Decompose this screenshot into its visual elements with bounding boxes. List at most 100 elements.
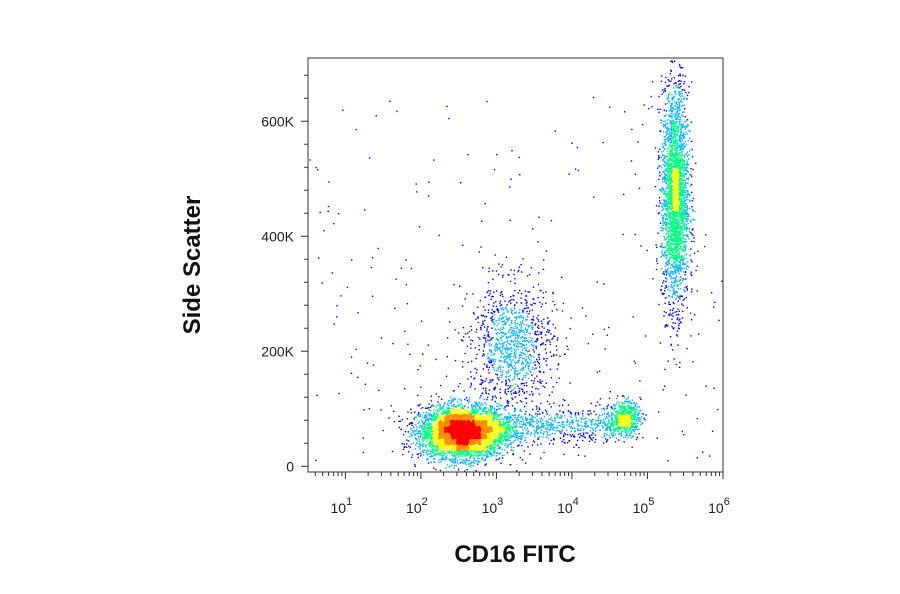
event-dot: [323, 230, 325, 232]
event-dot: [419, 444, 421, 447]
event-dot: [482, 322, 484, 325]
event-dot: [506, 401, 508, 403]
event-dot: [492, 448, 494, 450]
event-dot: [543, 431, 545, 433]
event-dot: [670, 134, 673, 137]
event-dot: [634, 415, 637, 418]
event-dot: [682, 123, 684, 125]
event-dot: [667, 152, 669, 155]
event-dot: [505, 436, 508, 438]
event-dot: [691, 229, 694, 231]
event-dot: [521, 361, 524, 364]
event-dot: [658, 165, 660, 167]
event-dot: [685, 196, 687, 198]
event-dot: [528, 363, 530, 365]
event-dot: [488, 450, 490, 453]
event-dot: [549, 426, 552, 429]
event-dot: [480, 328, 482, 331]
event-dot: [680, 67, 682, 69]
event-dot: [540, 417, 543, 419]
event-dot: [664, 192, 667, 195]
event-dot: [536, 428, 539, 430]
event-dot: [508, 435, 510, 438]
event-dot: [670, 281, 673, 283]
event-dot: [693, 219, 696, 221]
event-dot: [528, 367, 530, 369]
event-dot: [471, 405, 473, 407]
event-dot: [675, 269, 677, 272]
event-dot: [520, 383, 523, 385]
event-dot: [363, 409, 365, 411]
event-dot: [558, 405, 561, 407]
event-dot: [578, 424, 581, 426]
event-dot: [506, 399, 509, 402]
event-dot: [551, 433, 553, 435]
event-dot: [680, 239, 683, 241]
event-dot: [472, 464, 475, 467]
event-dot: [571, 434, 574, 436]
event-dot: [524, 376, 527, 378]
event-dot: [673, 96, 675, 98]
event-dot: [638, 433, 640, 435]
event-dot: [513, 440, 515, 442]
event-dot: [526, 361, 529, 363]
event-dot: [678, 153, 680, 155]
event-dot: [421, 444, 423, 446]
event-dot: [559, 410, 561, 412]
event-dot: [684, 271, 687, 273]
event-dot: [416, 453, 419, 455]
event-dot: [578, 429, 580, 431]
event-dot: [504, 321, 506, 323]
event-dot: [608, 422, 610, 425]
event-dot: [671, 218, 673, 221]
event-dot: [614, 405, 616, 407]
event-dot: [670, 165, 673, 167]
event-dot: [513, 321, 516, 324]
event-dot: [682, 256, 684, 258]
event-dot: [504, 427, 507, 430]
event-dot: [627, 434, 629, 436]
event-dot: [440, 454, 442, 456]
event-dot: [484, 389, 487, 392]
event-dot: [507, 362, 509, 364]
event-dot: [630, 407, 633, 409]
event-dot: [692, 234, 694, 236]
event-dot: [416, 414, 419, 416]
event-dot: [516, 402, 518, 404]
event-dot: [439, 450, 442, 453]
event-dot: [492, 445, 494, 447]
event-dot: [675, 291, 678, 293]
event-dot: [681, 145, 684, 147]
event-dot: [679, 149, 681, 152]
event-dot: [452, 400, 455, 402]
event-dot: [419, 435, 421, 437]
event-dot: [676, 310, 678, 313]
event-dot: [471, 360, 473, 362]
event-dot: [547, 433, 549, 435]
event-dot: [683, 222, 685, 225]
event-dot: [669, 134, 671, 137]
event-dot: [448, 458, 450, 460]
event-dot: [490, 454, 493, 456]
event-dot: [522, 258, 524, 260]
event-dot: [611, 432, 613, 434]
event-dot: [630, 416, 632, 418]
event-dot: [686, 265, 689, 267]
event-dot: [484, 450, 487, 453]
event-dot: [423, 443, 425, 445]
event-dot: [684, 192, 686, 194]
event-dot: [559, 437, 562, 439]
event-dot: [566, 441, 569, 444]
event-dot: [414, 416, 416, 418]
event-dot: [691, 191, 693, 194]
event-dot: [514, 365, 516, 367]
event-dot: [507, 388, 509, 390]
event-dot: [419, 414, 422, 416]
event-dot: [525, 295, 527, 297]
event-dot: [585, 315, 587, 317]
event-dot: [571, 427, 573, 429]
event-dot: [664, 169, 666, 172]
event-dot: [533, 356, 535, 358]
event-dot: [718, 319, 720, 322]
event-dot: [669, 274, 671, 276]
